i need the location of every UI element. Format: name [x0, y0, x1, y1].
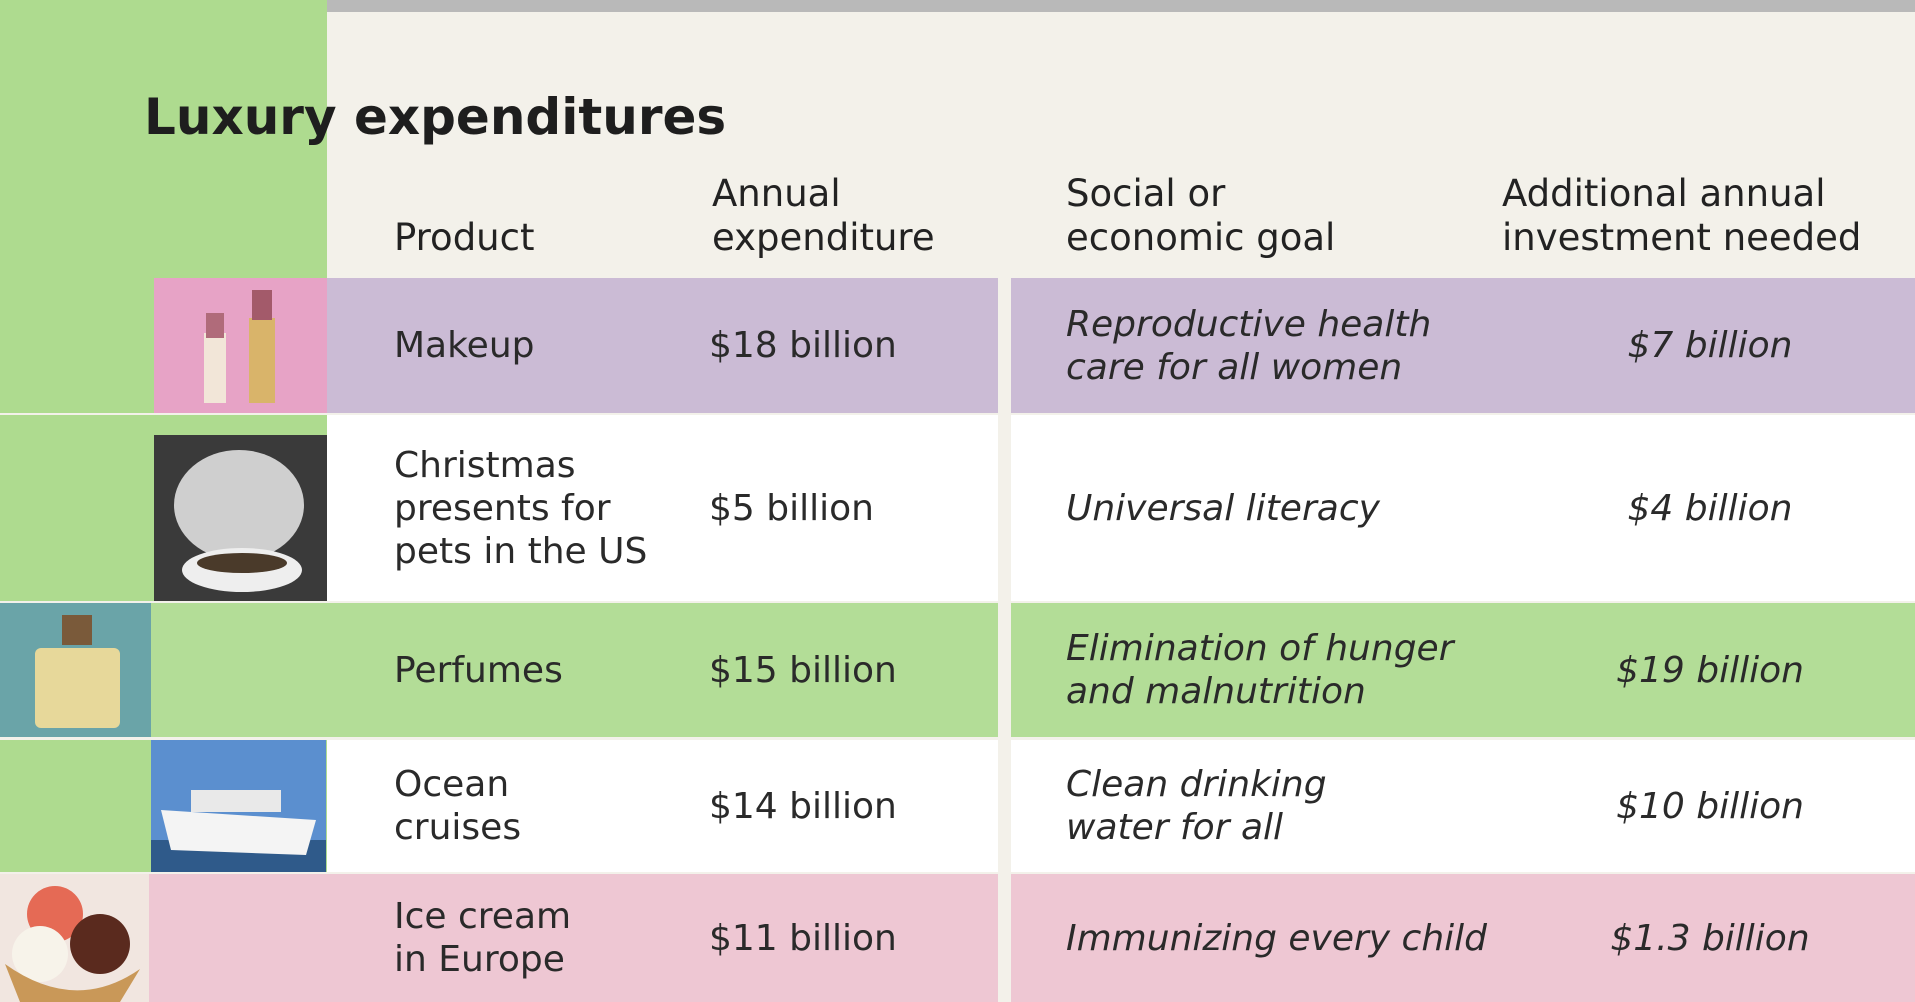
page: Luxury expenditures ProductAnnual expend…	[0, 0, 1915, 1002]
goal: Universal literacy	[1066, 415, 1496, 601]
column-header: Product	[394, 165, 694, 260]
investment-needed: $10 billion	[1500, 740, 1915, 872]
goal: Clean drinking water for all	[1066, 740, 1496, 872]
cat-photo	[154, 435, 327, 601]
perfume-photo	[0, 603, 151, 737]
investment-needed: $1.3 billion	[1500, 874, 1915, 1002]
title: Luxury expenditures	[144, 88, 726, 146]
top-edge	[327, 0, 1915, 12]
goal: Elimination of hunger and malnutrition	[1066, 603, 1496, 737]
cruise-photo	[151, 740, 326, 872]
column-header: Additional annual investment needed	[1502, 165, 1902, 260]
goal: Reproductive health care for all women	[1066, 278, 1496, 413]
investment-needed: $4 billion	[1500, 415, 1915, 601]
makeup-photo	[154, 278, 327, 413]
goal: Immunizing every child	[1066, 874, 1496, 1002]
investment-needed: $7 billion	[1500, 278, 1915, 413]
column-header: Social or economic goal	[1066, 165, 1486, 260]
investment-needed: $19 billion	[1500, 603, 1915, 737]
ice-cream-photo	[0, 874, 149, 1002]
column-header: Annual expenditure	[712, 165, 1042, 260]
